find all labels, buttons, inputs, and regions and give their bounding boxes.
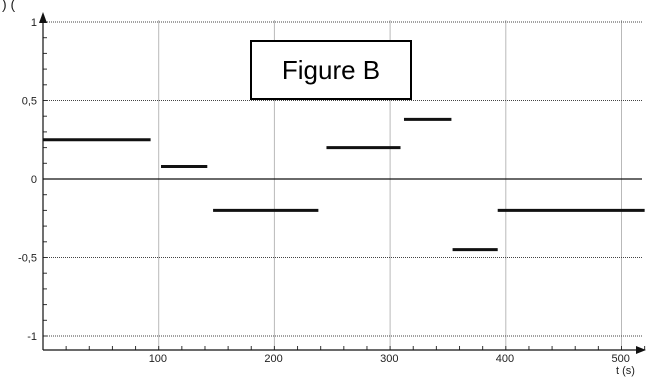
x-axis-arrow: [636, 346, 646, 354]
y-axis-arrow: [39, 12, 47, 23]
corner-glyph: ) (: [2, 0, 16, 12]
x-tick-label: 100: [149, 353, 167, 365]
y-tick-label: -1: [27, 331, 37, 343]
x-tick-label: 500: [612, 353, 630, 365]
x-tick-label: 300: [380, 353, 398, 365]
y-tick-label: 0: [31, 174, 37, 186]
minor-ticks: [43, 21, 646, 350]
figure-label: Figure B: [250, 40, 412, 100]
grid: [43, 20, 642, 350]
axes: [39, 12, 646, 354]
x-axis-label: t (s): [616, 365, 635, 377]
x-tick-label: 400: [496, 353, 514, 365]
x-tick-label: 200: [264, 353, 282, 365]
y-tick-label: 1: [31, 17, 37, 29]
tick-labels: 100 200 300 400 500 1 0,5 0 -0,5 -1: [18, 17, 630, 365]
y-tick-label: 0,5: [22, 96, 37, 108]
segments: [43, 117, 645, 252]
y-tick-label: -0,5: [18, 253, 37, 265]
